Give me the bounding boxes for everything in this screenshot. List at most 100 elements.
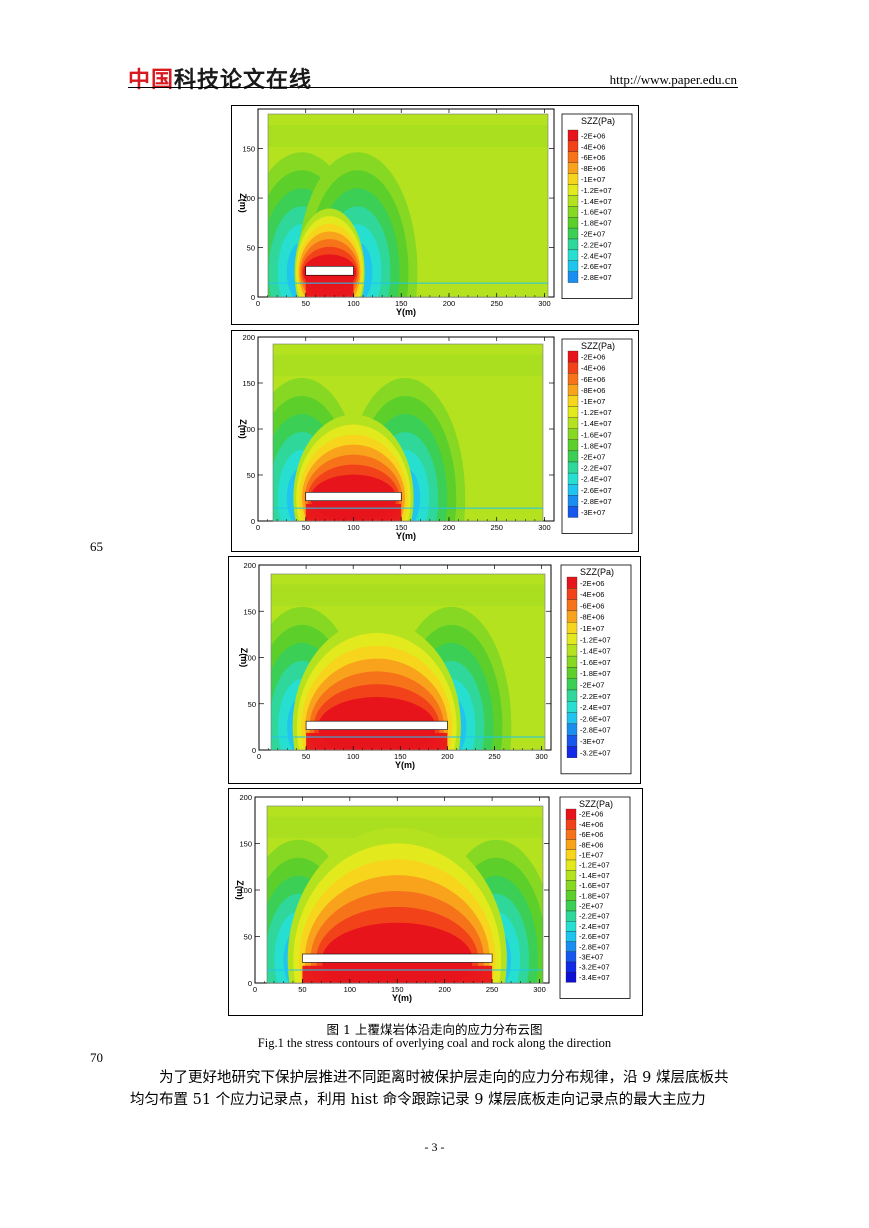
- y-tick-label: 50: [247, 244, 255, 253]
- figure-caption-cn: 图 1 上覆煤岩体沿走向的应力分布云图: [326, 1022, 543, 1037]
- y-axis-label: Z(m): [238, 193, 248, 213]
- x-tick-label: 0: [256, 299, 260, 308]
- legend-swatch: [565, 839, 577, 850]
- legend-swatch: [567, 373, 579, 385]
- legend-label: -4E+06: [581, 364, 605, 373]
- x-axis-label: Y(m): [392, 993, 412, 1003]
- legend-swatch: [565, 829, 577, 840]
- x-axis-label: Y(m): [396, 531, 416, 541]
- legend-label: -4E+06: [579, 820, 603, 829]
- legend-swatch: [566, 723, 578, 736]
- stress-field: [267, 806, 543, 983]
- figure-panel-4: 0 50 100 150 200 250 300 0 50 100 150 200 Y(m) Z(m) SZ…: [228, 788, 643, 1016]
- legend-swatch: [566, 701, 578, 713]
- legend-label: -2.8E+07: [580, 726, 611, 735]
- line-number: 65: [90, 539, 103, 554]
- y-tick-label: 50: [247, 471, 255, 480]
- x-axis-label: Y(m): [395, 760, 415, 770]
- legend-label: -2.8E+07: [579, 942, 610, 951]
- model-boundary: [272, 343, 544, 522]
- legend-swatch: [567, 260, 579, 272]
- legend-swatch: [567, 450, 579, 463]
- legend-swatch: [566, 667, 578, 679]
- legend-label: -2E+07: [580, 681, 604, 690]
- legend-swatch: [566, 735, 578, 747]
- x-tick-label: 0: [256, 523, 260, 532]
- legend-label: -1.2E+07: [579, 861, 610, 870]
- legend-label: -1.6E+07: [581, 208, 612, 217]
- legend-label: -8E+06: [581, 386, 605, 395]
- x-tick-label: 200: [443, 523, 456, 532]
- stress-field: [271, 574, 545, 750]
- legend-swatch: [567, 384, 579, 396]
- x-tick-label: 250: [486, 985, 499, 994]
- site-url[interactable]: http://www.paper.edu.cn: [609, 72, 737, 87]
- legend-label: -3E+07: [580, 737, 604, 746]
- x-tick-label: 250: [490, 299, 503, 308]
- figure-panel-2: 0 50 100 150 200 250 300 0 50 100 150 200 Y(m) Z(m) SZ…: [231, 330, 639, 552]
- legend-swatch: [567, 428, 579, 440]
- legend-swatch: [565, 921, 577, 932]
- legend-label: -1.2E+07: [580, 635, 611, 644]
- y-tick-label: 0: [248, 979, 252, 988]
- model-boundary: [270, 573, 546, 751]
- legend-label: -2E+06: [579, 810, 603, 819]
- legend-label: -1.8E+07: [579, 891, 610, 900]
- legend-swatch: [567, 439, 579, 452]
- legend-swatch: [566, 689, 578, 702]
- contour-plot-1: 0 50 100 150 200 250 300050100150Y(m)Z(m)SZZ(P…: [238, 108, 633, 317]
- legend-label: -2.4E+07: [579, 922, 610, 931]
- legend-swatch: [565, 931, 577, 942]
- legend-swatch: [565, 910, 577, 922]
- figure-caption-en: Fig.1 the stress contours of overlying c…: [257, 1036, 612, 1050]
- x-tick-label: 250: [490, 523, 503, 532]
- legend-label: -2E+06: [580, 579, 604, 588]
- x-tick-label: 150: [395, 523, 408, 532]
- legend-label: -1.4E+07: [581, 197, 612, 206]
- legend-label: -6E+06: [581, 153, 605, 162]
- legend-label: -2.2E+07: [579, 912, 610, 921]
- x-tick-label: 50: [302, 299, 310, 308]
- contour-plot-2: 0 50 100 150 200 250 300 0 50 100 150 200 Y(m) Z(m) SZ…: [238, 333, 633, 541]
- legend-title: SZZ(Pa): [581, 116, 615, 126]
- legend-label: -1E+07: [580, 624, 604, 633]
- x-tick-label: 50: [302, 752, 310, 761]
- x-tick-label: 100: [347, 752, 360, 761]
- y-tick-label: 150: [242, 379, 255, 388]
- y-tick-label: 150: [239, 840, 252, 849]
- legend-label: -1.6E+07: [580, 658, 611, 667]
- floor-relief: [305, 278, 354, 297]
- legend-swatch: [565, 880, 577, 891]
- legend-swatch: [567, 361, 579, 374]
- legend-label: -6E+06: [581, 375, 605, 384]
- legend-label: -2E+07: [581, 453, 605, 462]
- x-tick-label: 100: [347, 523, 360, 532]
- x-tick-label: 250: [488, 752, 501, 761]
- legend-swatch: [567, 395, 579, 407]
- legend-title: SZZ(Pa): [579, 799, 613, 809]
- legend-swatch: [567, 162, 579, 174]
- x-tick-label: 0: [257, 752, 261, 761]
- legend-label: -1E+07: [579, 851, 603, 860]
- legend-label: -2.2E+07: [581, 464, 612, 473]
- legend-swatch: [567, 249, 579, 261]
- legend-swatch: [567, 184, 579, 196]
- legend-swatch: [567, 350, 579, 363]
- x-tick-label: 100: [344, 985, 357, 994]
- excavation: [305, 492, 402, 501]
- legend-swatch: [567, 406, 579, 418]
- x-tick-label: 200: [441, 752, 454, 761]
- contour-plot-4: 0 50 100 150 200 250 300 0 50 100 150 200 Y(m) Z(m) SZ…: [235, 793, 631, 1003]
- legend-label: -3.4E+07: [579, 973, 610, 982]
- legend-label: -2.4E+07: [581, 475, 612, 484]
- legend-swatch: [567, 506, 579, 518]
- floor-relief: [306, 732, 448, 750]
- contour-plot-3: 0 50 100 150 200 250 300 0 50 100 150 200 Y(m) Z(m) SZ…: [239, 561, 632, 775]
- legend-label: -2.2E+07: [580, 692, 611, 701]
- legend-label: -2.6E+07: [580, 714, 611, 723]
- body-paragraph: 为了更好地研究下保护层推进不同距离时被保护层走向的应力分布规律，沿 9 煤层底板…: [130, 1070, 729, 1108]
- x-tick-label: 150: [391, 985, 404, 994]
- legend-label: -2.2E+07: [581, 240, 612, 249]
- page-number: - 3 -: [424, 1140, 445, 1154]
- legend-swatch: [566, 712, 578, 725]
